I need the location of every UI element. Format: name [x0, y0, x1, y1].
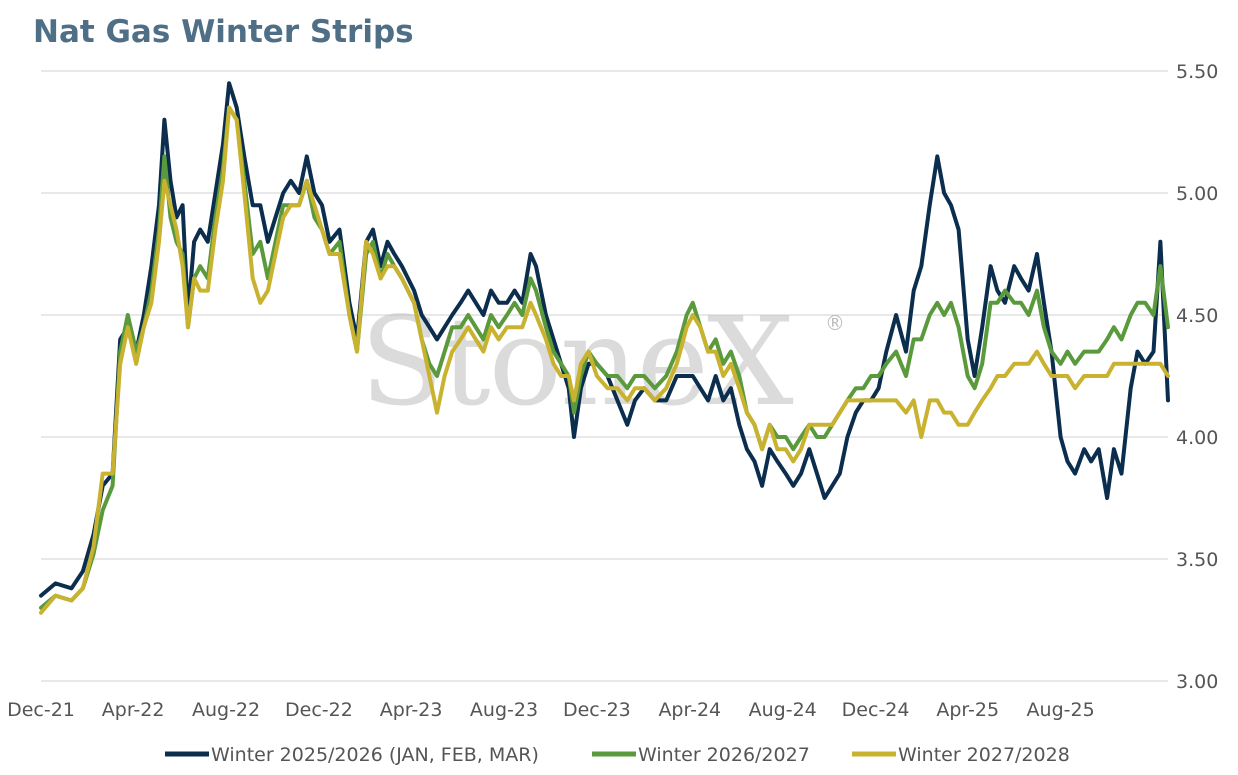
x-tick-label: Dec-24 [842, 699, 910, 721]
x-tick-label: Dec-22 [285, 699, 353, 721]
x-tick-label: Apr-24 [658, 699, 721, 721]
y-tick-label: 3.50 [1176, 549, 1218, 571]
x-tick-label: Aug-22 [192, 699, 260, 721]
gridlines [41, 70, 1168, 682]
y-tick-label: 5.50 [1176, 61, 1218, 83]
x-tick-label: Dec-23 [563, 699, 631, 721]
legend-label-2: Winter 2026/2027 [638, 744, 810, 766]
x-tick-label: Apr-23 [380, 699, 443, 721]
y-tick-label: 3.00 [1176, 671, 1218, 693]
y-tick-label: 4.50 [1176, 305, 1218, 327]
legend: Winter 2025/2026 (JAN, FEB, MAR) Winter 2… [165, 744, 1070, 766]
series-line-3 [39, 105, 1170, 615]
x-tick-label: Apr-25 [936, 699, 999, 721]
x-tick-label: Apr-22 [102, 699, 165, 721]
series-lines [39, 81, 1170, 615]
legend-label-1: Winter 2025/2026 (JAN, FEB, MAR) [211, 744, 539, 766]
x-tick-label: Aug-25 [1027, 699, 1095, 721]
y-tick-label: 5.00 [1176, 183, 1218, 205]
watermark-registered-mark: ® [825, 311, 845, 335]
legend-label-3: Winter 2027/2028 [898, 744, 1070, 766]
x-axis-labels: Dec-21 Apr-22 Aug-22 Dec-22 Apr-23 Aug-23 Dec-… [7, 699, 1095, 721]
y-tick-label: 4.00 [1176, 427, 1218, 449]
x-tick-label: Dec-21 [7, 699, 75, 721]
y-axis-labels: 3.00 3.50 4.00 4.50 5.00 5.50 [1176, 61, 1218, 693]
x-tick-label: Aug-23 [470, 699, 538, 721]
x-tick-label: Aug-24 [749, 699, 817, 721]
chart-title: Nat Gas Winter Strips [33, 14, 414, 50]
